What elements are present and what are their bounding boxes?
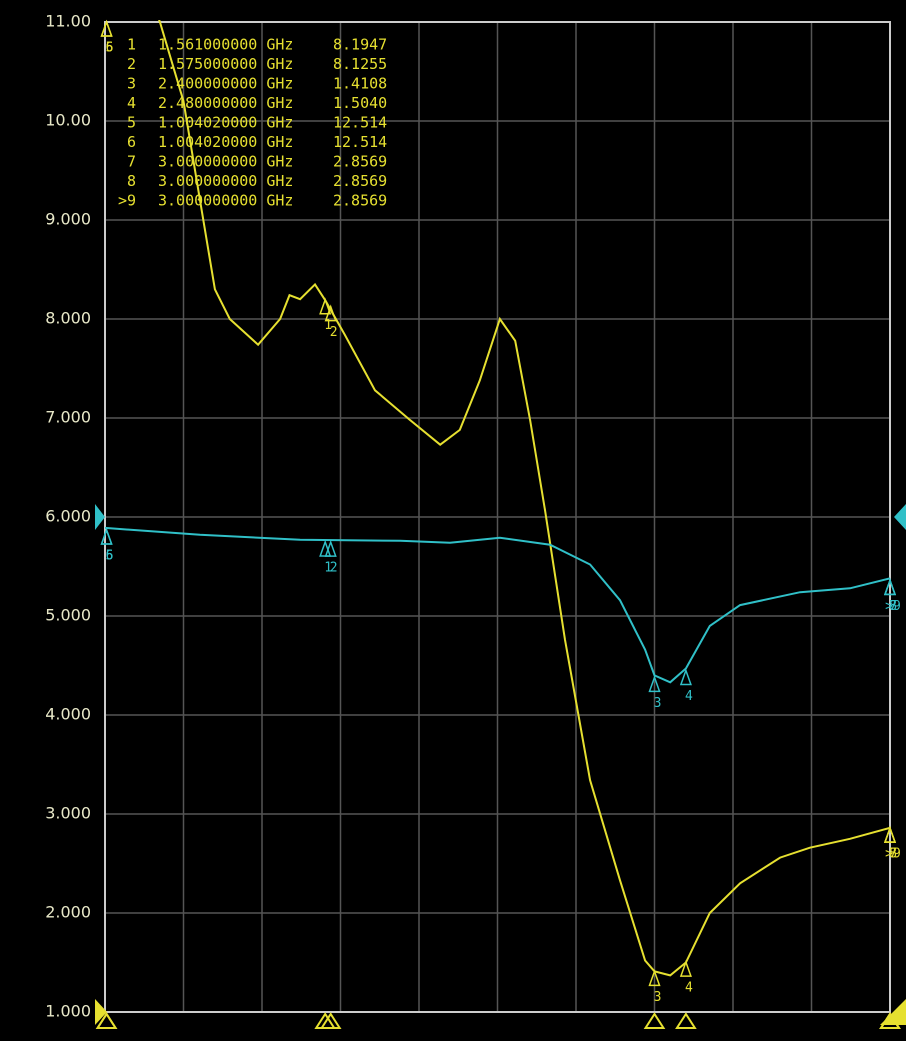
marker-id: 4 (685, 689, 693, 704)
marker-triangle (883, 825, 897, 843)
y-tick-label: 9.000 (45, 210, 91, 229)
y-tick-label: 6.000 (45, 507, 91, 526)
marker-id: 6 (106, 41, 114, 56)
marker-id: 4 (685, 981, 693, 996)
marker-table-value: 8.1255 (333, 55, 387, 73)
marker-triangle (648, 969, 661, 987)
marker-id: 1 (324, 318, 332, 333)
marker-triangle (324, 304, 337, 322)
marker-table-frequency: 1.575000000 GHz (158, 55, 293, 73)
y-tick-label: 7.000 (45, 408, 91, 427)
marker-triangle (679, 959, 692, 977)
marker-table-value: 2.8569 (333, 153, 387, 171)
stimulus-marker (675, 1012, 697, 1029)
stimulus-marker (319, 1012, 342, 1029)
y-tick-label: 3.000 (45, 804, 91, 823)
marker-id: >9 (885, 847, 901, 862)
marker-id: 8 (889, 599, 897, 614)
marker-table-id: >9 (118, 192, 136, 210)
marker-id: 3 (654, 696, 662, 711)
marker-id: 7 (889, 847, 897, 862)
y-tick-label: 8.000 (45, 309, 91, 328)
reference-arrow (894, 504, 906, 530)
stimulus-marker (643, 1012, 666, 1029)
y-tick-label: 10.00 (45, 111, 91, 130)
y-tick-label: 5.000 (45, 606, 91, 625)
marker-table-id: 6 (127, 133, 136, 151)
marker-table-frequency: 1.004020000 GHz (158, 133, 293, 151)
marker-table-frequency: 3.000000000 GHz (158, 153, 293, 171)
marker-table-frequency: 3.000000000 GHz (158, 192, 293, 210)
marker-triangle (648, 675, 661, 693)
marker-id: 7 (889, 599, 897, 614)
marker-table-id: 3 (127, 75, 136, 93)
marker-table-id: 4 (127, 94, 136, 112)
marker-table-frequency: 2.400000000 GHz (158, 75, 293, 93)
marker-triangle (324, 539, 337, 557)
marker-table-frequency: 1.004020000 GHz (158, 114, 293, 132)
y-tick-label: 1.000 (45, 1002, 91, 1021)
marker-table-id: 7 (127, 153, 136, 171)
marker-triangle (883, 578, 897, 596)
marker-table-value: 1.4108 (333, 75, 387, 93)
stimulus-marker (95, 1012, 118, 1029)
y-tick-label: 11.00 (45, 12, 91, 31)
marker-triangle (319, 297, 332, 315)
marker-table-value: 1.5040 (333, 94, 387, 112)
marker-table-frequency: 1.561000000 GHz (158, 36, 293, 54)
trace (105, 526, 891, 684)
marker-triangle (679, 668, 692, 686)
marker-id: 1 (324, 561, 332, 576)
marker-id: >9 (885, 599, 901, 614)
marker-table-id: 8 (127, 172, 136, 190)
marker-id: 5 (106, 41, 114, 56)
y-tick-label: 4.000 (45, 705, 91, 724)
stimulus-marker (879, 1012, 901, 1029)
marker-table-value: 2.8569 (333, 192, 387, 210)
reference-arrow (95, 504, 105, 530)
marker-id: 5 (106, 549, 114, 564)
reference-arrow (95, 999, 107, 1025)
marker-triangle (100, 527, 113, 545)
marker-id: 2 (330, 561, 338, 576)
marker-table-frequency: 2.480000000 GHz (158, 94, 293, 112)
marker-table-value: 8.1947 (333, 36, 387, 54)
marker-triangle (100, 19, 113, 37)
trace (158, 20, 891, 977)
marker-table-id: 5 (127, 114, 136, 132)
marker-table-frequency: 3.000000000 GHz (158, 172, 293, 190)
marker-id: 3 (654, 990, 662, 1005)
marker-id: 2 (330, 325, 338, 340)
marker-table-value: 2.8569 (333, 172, 387, 190)
plot-clip (105, 20, 891, 977)
marker-table-value: 12.514 (333, 133, 387, 151)
marker-id: 6 (106, 549, 114, 564)
marker-table-value: 12.514 (333, 114, 387, 132)
y-tick-label: 2.000 (45, 903, 91, 922)
marker-table-id: 2 (127, 55, 136, 73)
marker-id: 8 (889, 847, 897, 862)
marker-table-id: 1 (127, 36, 136, 54)
